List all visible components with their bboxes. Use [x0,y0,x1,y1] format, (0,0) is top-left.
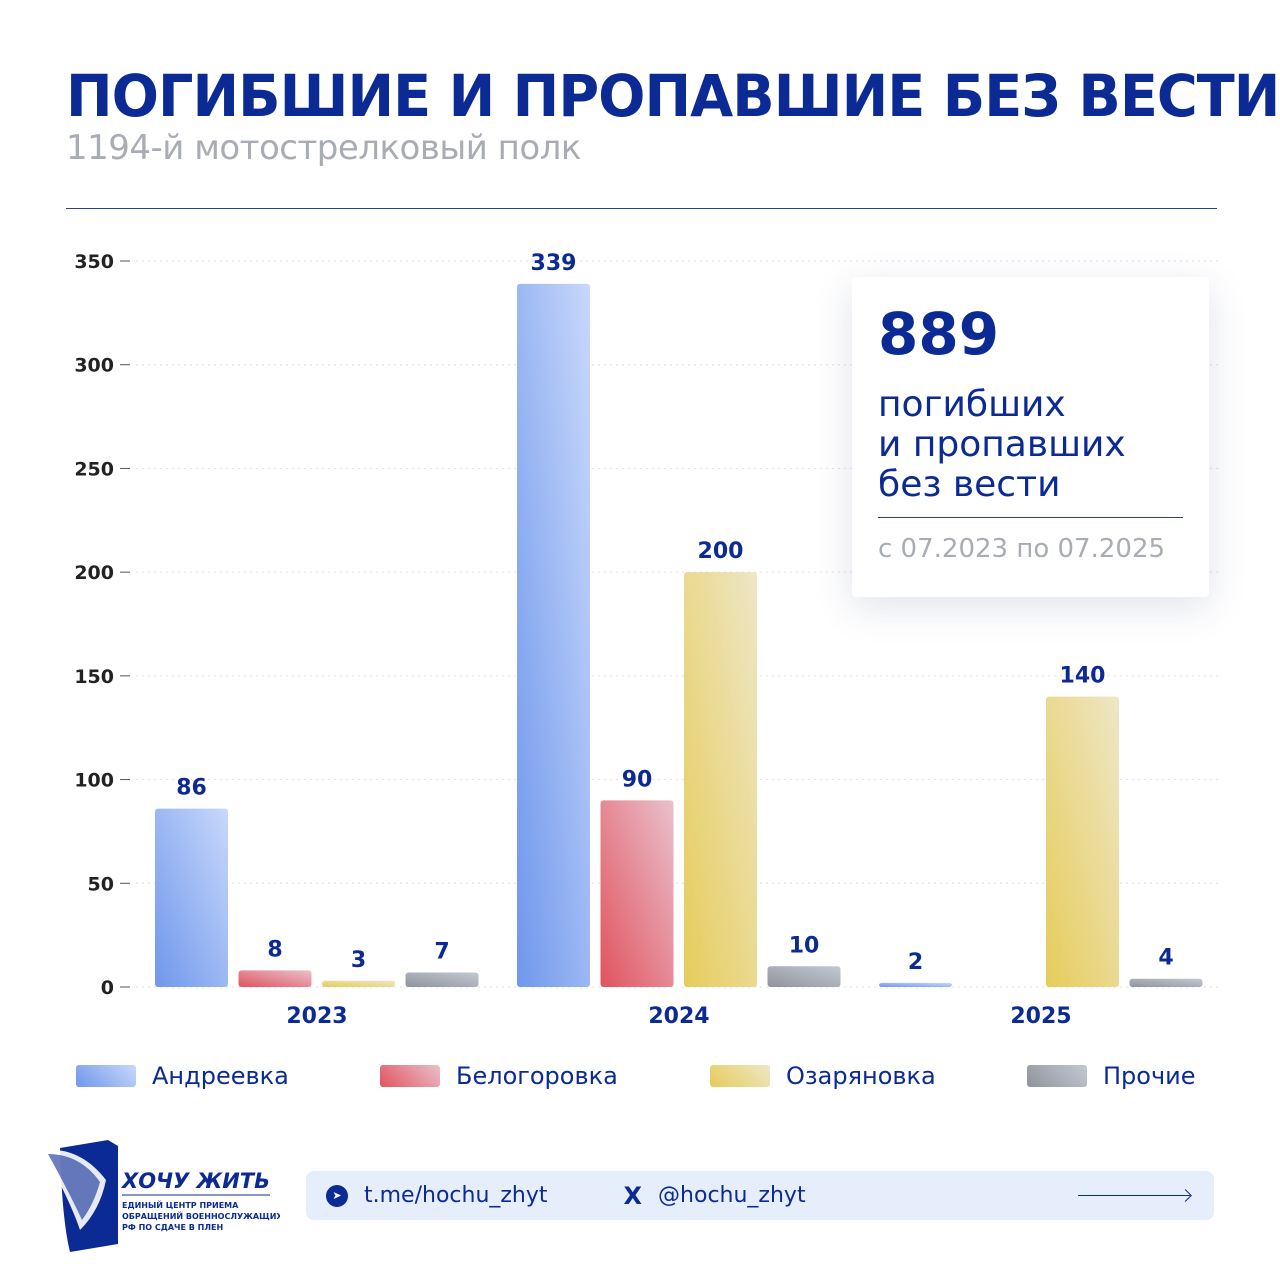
x-icon: X [623,1181,643,1210]
legend-swatch [1027,1065,1087,1087]
telegram-icon: ➤ [326,1184,348,1207]
legend-item: Озаряновка [710,1062,936,1090]
bar [405,972,479,987]
bar [238,970,312,987]
legend-label: Озаряновка [786,1062,936,1090]
total-value: 889 [878,300,1000,368]
bar [684,572,757,987]
legend-item: Прочие [1027,1062,1196,1090]
data-label: 339 [531,251,577,276]
bar [600,800,674,987]
legend-swatch [710,1065,770,1087]
data-label: 2 [908,950,923,975]
logo-tagline-2: ОБРАЩЕНИЙ ВОЕННОСЛУЖАЩИХ [122,1210,280,1221]
y-tick-label: 100 [74,770,114,792]
data-label: 86 [176,776,207,801]
legend-swatch [76,1065,136,1087]
total-card: 889 погибших и пропавших без вести с 07.… [852,277,1209,597]
x-tick-label: 2023 [286,1004,347,1029]
telegram-link[interactable]: t.me/hochu_zhyt [364,1183,548,1208]
data-label: 3 [351,948,366,973]
bar [155,808,228,987]
footer-links: ➤ t.me/hochu_zhyt X @hochu_zhyt [306,1171,1214,1220]
total-label: погибших и пропавших без вести [878,384,1126,505]
data-label: 140 [1060,664,1106,689]
bar [1129,978,1203,987]
legend-label: Белогоровка [456,1062,618,1090]
y-tick-label: 150 [74,666,114,688]
bar [517,283,590,987]
y-tick-label: 0 [101,977,114,999]
page-title: ПОГИБШИЕ И ПРОПАВШИЕ БЕЗ ВЕСТИ [66,62,1280,130]
legend-label: Прочие [1103,1062,1196,1090]
logo: ХОЧУ ЖИТЬ ЕДИНЫЙ ЦЕНТР ПРИЕМА ОБРАЩЕНИЙ … [40,1140,283,1256]
bar [879,982,952,987]
bar [322,980,395,987]
data-label: 8 [267,937,282,962]
x-tick-label: 2025 [1010,1004,1071,1029]
period-label: с 07.2023 по 07.2025 [878,534,1166,564]
card-divider [878,517,1183,518]
logo-tagline-3: РФ ПО СДАЧЕ В ПЛЕН [122,1223,223,1232]
y-tick-label: 200 [74,562,114,584]
data-label: 200 [698,539,744,564]
data-label: 10 [789,933,820,958]
bar [767,966,841,987]
y-tick-label: 350 [74,251,114,273]
logo-emblem-icon: ХОЧУ ЖИТЬ ЕДИНЫЙ ЦЕНТР ПРИЕМА ОБРАЩЕНИЙ … [42,1140,283,1252]
x-tick-label: 2024 [648,1004,709,1029]
data-label: 4 [1158,946,1173,971]
bar-chart: 0 50 100 150 200 250 300 350 2023 86 8 3 7 2024 339 90 2… [74,251,1218,1029]
legend-swatch [380,1065,440,1087]
legend-item: Белогоровка [380,1062,618,1090]
data-label: 7 [434,939,449,964]
logo-name: ХОЧУ ЖИТЬ [120,1169,270,1193]
arrow-right-icon [1078,1195,1190,1196]
bar [1046,696,1119,987]
y-tick-label: 300 [74,355,114,377]
legend-label: Андреевка [152,1062,289,1090]
y-tick-label: 250 [74,458,114,480]
x-link[interactable]: @hochu_zhyt [658,1183,806,1208]
page-subtitle: 1194-й мотострелковый полк [66,128,581,168]
legend-item: Андреевка [76,1062,289,1090]
y-tick-label: 50 [88,873,114,895]
data-label: 90 [622,767,653,792]
logo-tagline-1: ЕДИНЫЙ ЦЕНТР ПРИЕМА [122,1199,239,1210]
divider [66,208,1217,209]
